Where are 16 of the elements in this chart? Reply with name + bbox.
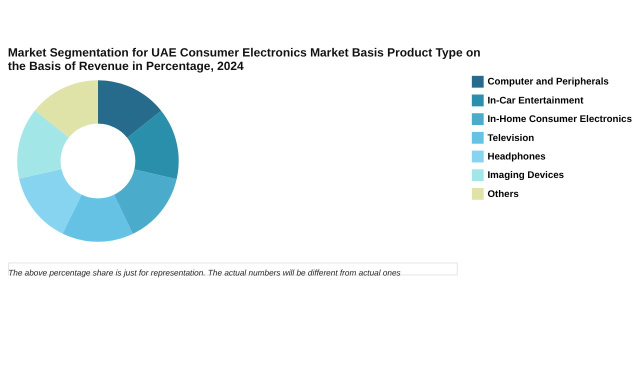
legend-label: Headphones xyxy=(487,152,546,163)
text: The above percentage share is just for representation. The actual numbers will be different from actual ones xyxy=(8,268,401,278)
legend-label: Imaging Devices xyxy=(487,170,564,182)
donut-slice xyxy=(114,169,177,234)
donut-slice xyxy=(62,194,133,242)
chart-title: Market Segmentation for UAE Consumer Electronics Market Basis Product Type on the Basis of Revenue in Percentage, 2024 xyxy=(8,45,481,73)
legend-label: In-Car Entertainment xyxy=(487,95,584,106)
legend-label: Television xyxy=(487,132,534,144)
donut-slice xyxy=(35,80,98,138)
donut-slice xyxy=(127,110,179,180)
donut-slice xyxy=(98,80,162,138)
legend-label: In-Home Consumer Electronics xyxy=(487,114,632,126)
legend-label: Computer and Peripherals xyxy=(487,76,609,88)
legend-label: Others xyxy=(487,188,519,200)
donut-slice xyxy=(17,110,69,179)
donut-slice xyxy=(19,169,82,234)
